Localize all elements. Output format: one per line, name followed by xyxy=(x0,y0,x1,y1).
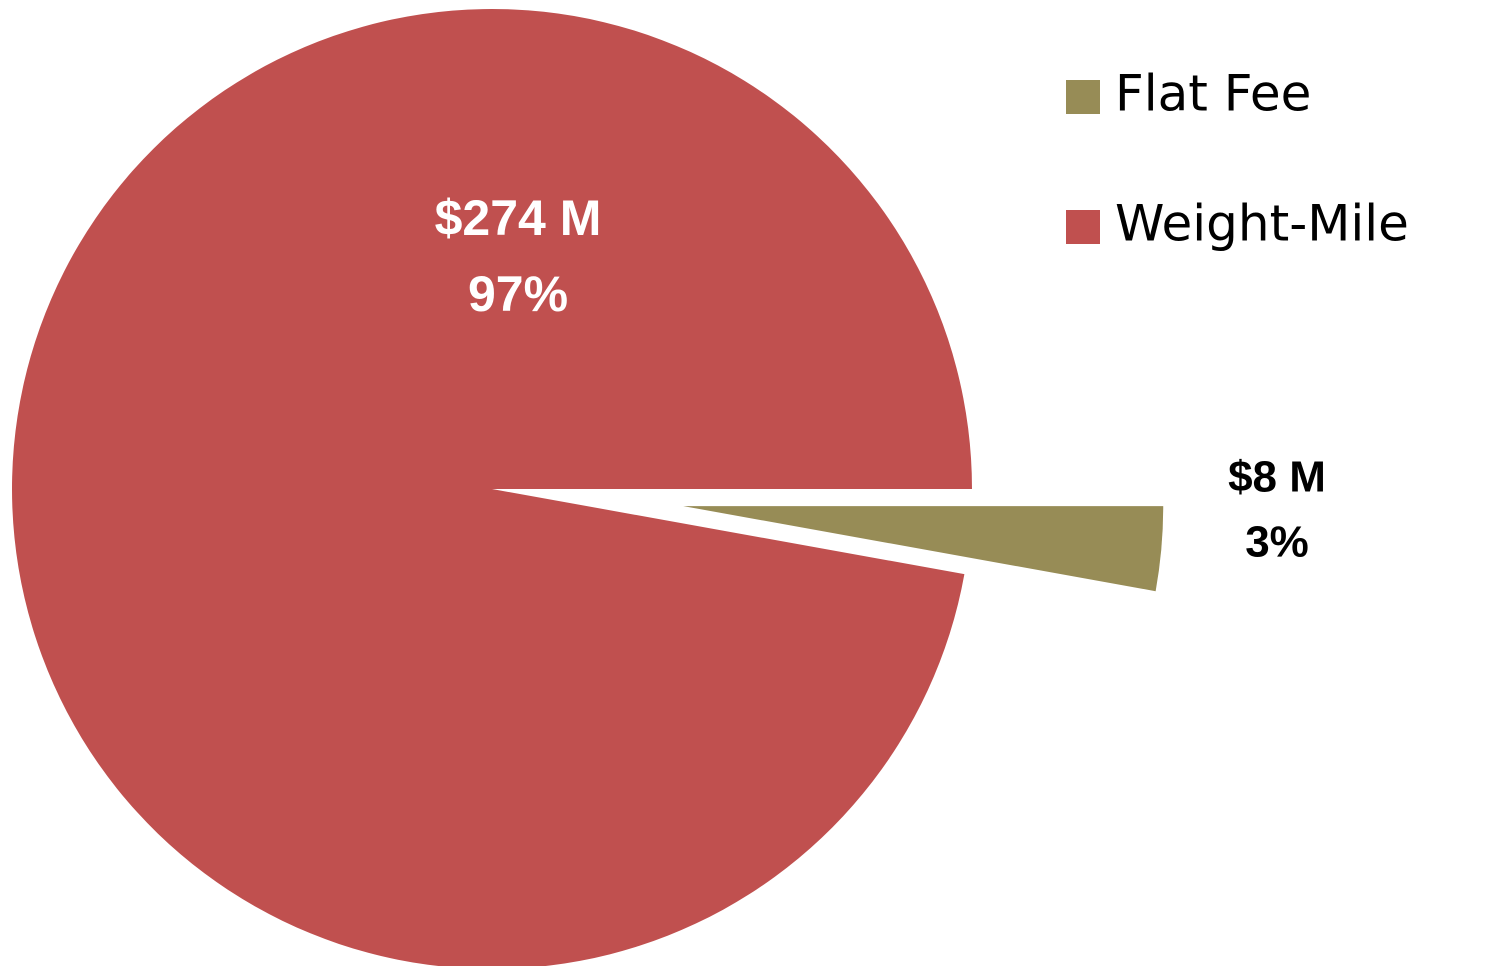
pie-slice xyxy=(12,9,972,966)
legend-swatch xyxy=(1066,80,1100,114)
percent-label: 3% xyxy=(1245,518,1309,567)
legend-swatch xyxy=(1066,210,1100,244)
legend-label: Weight-Mile xyxy=(1115,195,1409,253)
legend-label: Flat Fee xyxy=(1115,65,1311,123)
percent-label: 97% xyxy=(468,266,568,322)
data-label: $8 M xyxy=(1228,453,1326,502)
pie-slice xyxy=(683,506,1164,592)
data-label: $274 M xyxy=(435,190,602,246)
